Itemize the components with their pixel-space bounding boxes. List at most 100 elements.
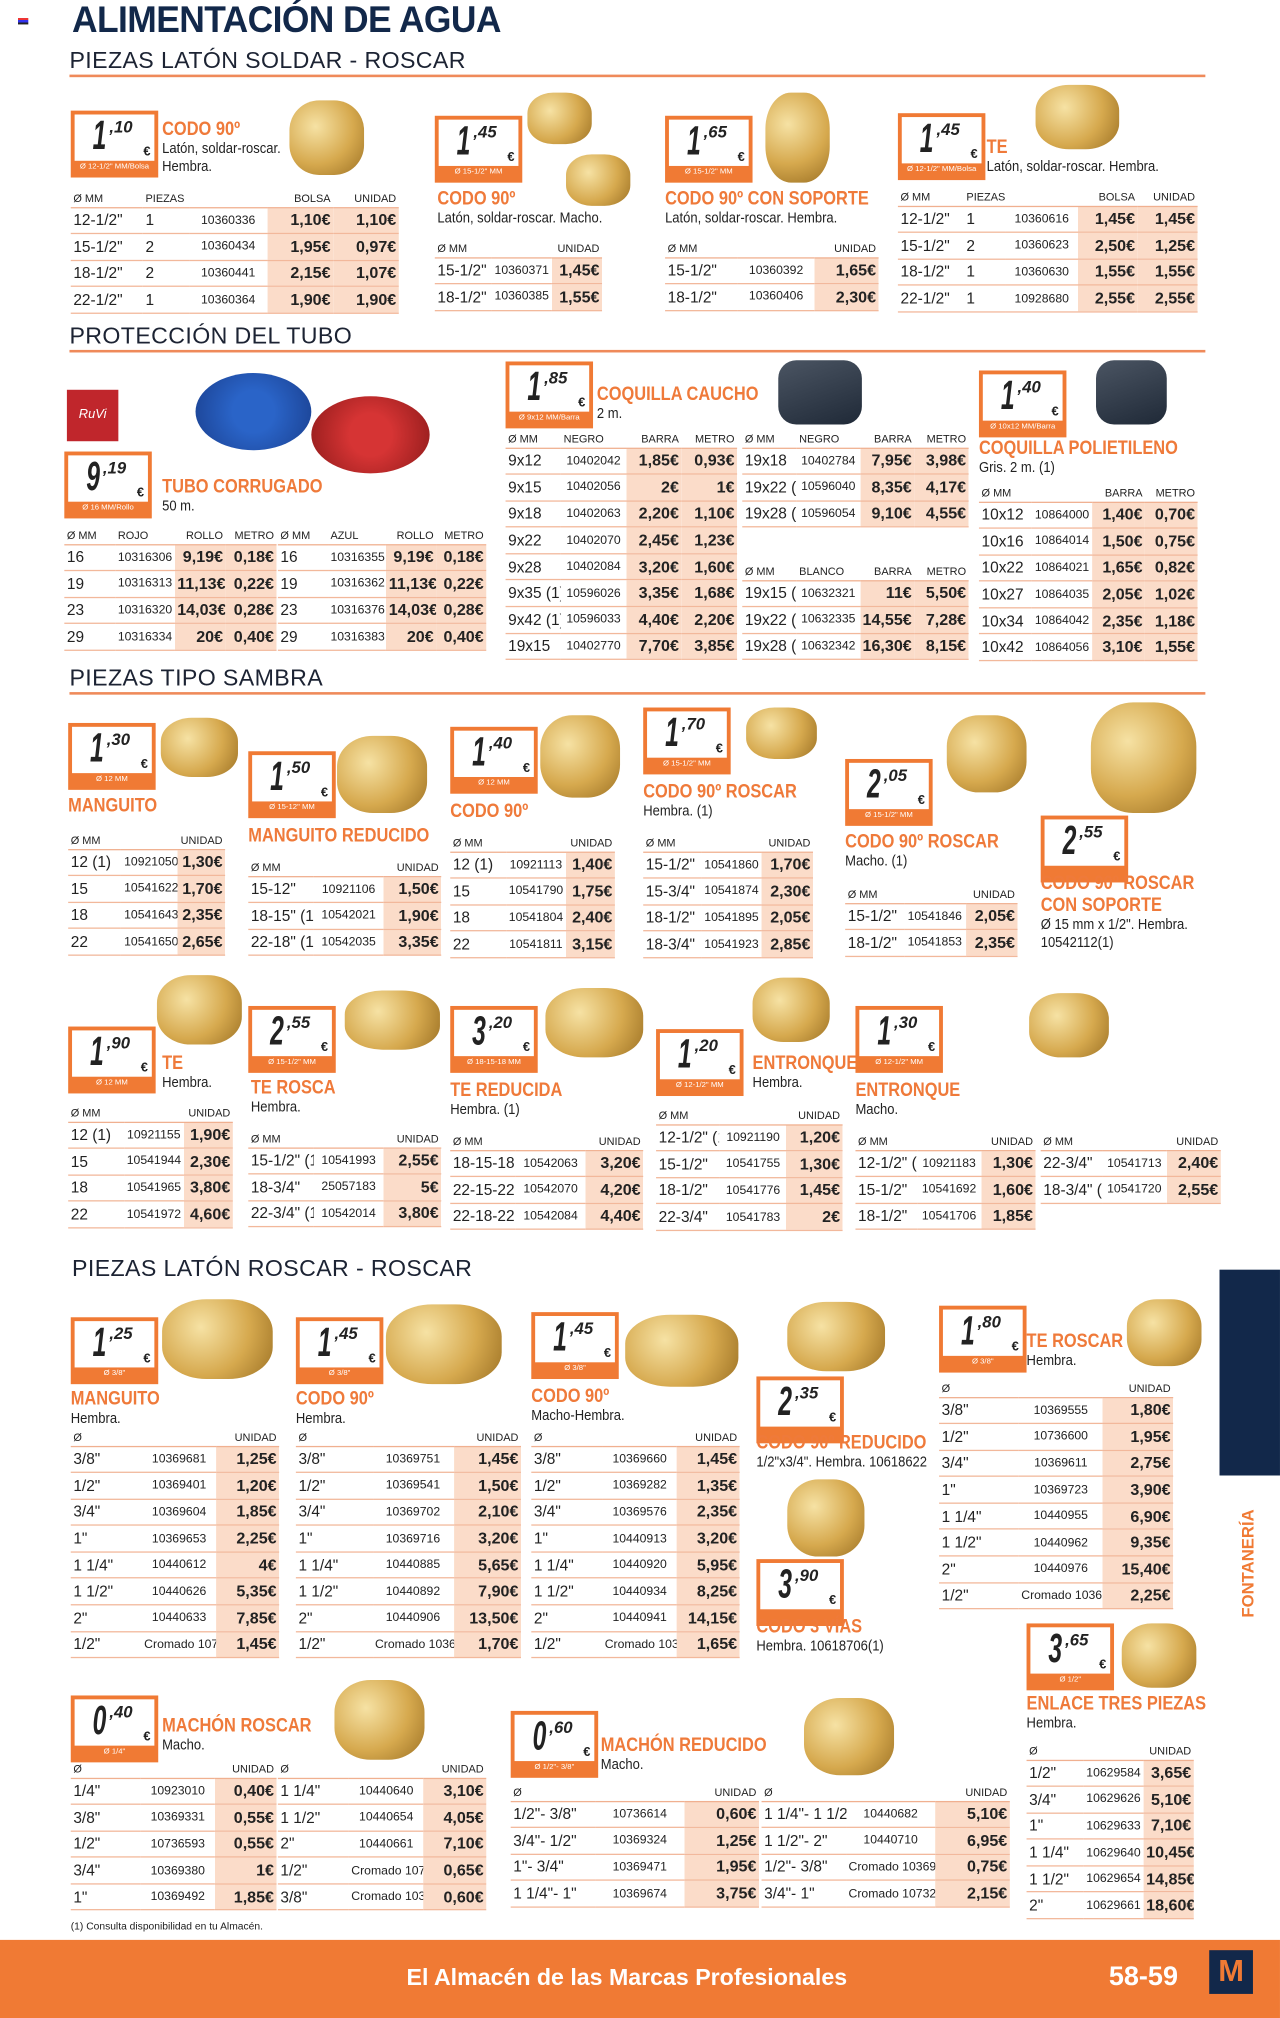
price-tag: 1,20 € Ø 12-1/2" MM [656, 1029, 744, 1097]
column-header: Ø MM [68, 1103, 125, 1123]
price-tag-size: Ø 15-1/2" MM [454, 168, 503, 177]
product-code: 10921190 [719, 1124, 787, 1152]
table-row: 22-15-22 10542070 4,20€ [450, 1176, 644, 1204]
column-header: UNIDAD [935, 1782, 1010, 1802]
product-code: 10440920 [602, 1551, 678, 1580]
price-integer: 1 [960, 1306, 975, 1354]
price-table: Ø MM UNIDAD 12 (1) 10921113 1,40€ 15 10541790 1… [450, 833, 615, 959]
size-cell: 15 [68, 1148, 125, 1176]
price-decimal: ,30 [106, 729, 131, 749]
column-header: METRO [436, 526, 487, 545]
column-header: PIEZAS [963, 187, 1006, 207]
price-tag: 1,85 € Ø 9x12 MM/Barra [505, 361, 594, 429]
product-code: 10369723 [1018, 1476, 1103, 1504]
product-code: 10541783 [719, 1203, 787, 1231]
price-table: Ø UNIDAD 3/8" 10369555 1,80€ 1/2" 10736600 1,95… [939, 1379, 1174, 1610]
table-header: Ø MM UNIDAD [434, 239, 603, 258]
size-cell: 1 [963, 285, 1006, 313]
price-tag: 0,60 € Ø 1/2"- 3/8" [510, 1710, 599, 1778]
price-integer: 1 [317, 1318, 332, 1365]
price-cell: 5,10€ [1143, 1786, 1194, 1814]
product-code: 10360616 [1005, 205, 1078, 233]
price-integer: 2 [778, 1377, 793, 1425]
table-row: 1 1/4" 10440640 3,10€ [277, 1777, 487, 1805]
side-tab[interactable] [1219, 1269, 1280, 1476]
product-image [385, 1304, 502, 1385]
column-header [372, 1427, 454, 1447]
product-image-red-tube [311, 396, 430, 474]
price-cell: 5,10€ [935, 1800, 1010, 1829]
table-row: 1 1/2" 10440934 8,25€ [531, 1578, 740, 1606]
size-cell: 1" [70, 1883, 141, 1911]
price-cell: 1,60€ [981, 1176, 1036, 1204]
price-decimal: ,40 [488, 733, 513, 753]
price-tag-inner: 3,20 € [454, 1007, 534, 1057]
table-row: 22 10541650 2,65€ [68, 928, 226, 956]
price-cell: 20€ [386, 623, 437, 651]
price-tag-inner: 2,35 € [760, 1377, 841, 1427]
price-tag: 9,19 € Ø 16 MM/Rollo [64, 451, 152, 519]
price-tag-size: Ø 12-1/2" MM/Bolsa [907, 165, 977, 174]
size-cell: 3/8" [295, 1445, 373, 1474]
product-code: 10440976 [1018, 1555, 1103, 1584]
column-header [188, 189, 268, 208]
price-integer: 9 [86, 452, 100, 500]
column-header: Ø [510, 1782, 596, 1802]
product-code: Cromado 10369695 [372, 1631, 454, 1659]
product-code: 10316362 [327, 570, 387, 598]
price-decimal: ,55 [1079, 822, 1103, 842]
size-cell: 18-1/2" [656, 1177, 720, 1205]
price-tag-size: Ø 12 MM [478, 779, 510, 788]
product-description: 50 m. [162, 499, 195, 515]
size-cell: 15-1/2" [897, 232, 964, 260]
price-cell: 3,75€ [684, 1880, 759, 1908]
table-header: Ø UNIDAD [295, 1427, 521, 1447]
price-table: Ø MM PIEZAS BOLSA UNIDAD 12-1/2" 1 10360616 1,4… [897, 187, 1198, 313]
price-tag: 2,55 € Ø 15-1/2" MM [248, 1005, 336, 1073]
table-row: 23 10316376 14,03€ 0,28€ [277, 597, 487, 625]
price-integer: 1 [472, 728, 486, 775]
table-row: 18-1/2" 10541776 1,45€ [656, 1177, 843, 1205]
size-cell: 15 [450, 878, 507, 906]
product-image [746, 707, 817, 759]
euro-sign: € [143, 145, 151, 160]
size-cell: 9x42 (1) [505, 606, 562, 634]
euro-sign: € [715, 742, 723, 757]
column-header: UNIDAD [965, 885, 1018, 904]
product-title-line: MACHÓN REDUCIDO [600, 1734, 767, 1756]
product-title-line: ENTRONQUE [752, 1052, 858, 1075]
size-cell: 15-1/2" [845, 903, 904, 931]
table-row: 3/4" 10369604 1,85€ [70, 1498, 280, 1527]
price-cell: 1,20€ [786, 1124, 843, 1152]
table-row: 19 10316362 11,13€ 0,22€ [277, 570, 487, 598]
table-header: Ø MM UNIDAD [855, 1132, 1036, 1151]
euro-sign: € [578, 396, 586, 411]
price-cell: 4,40€ [625, 606, 682, 634]
price-cell: 13,50€ [453, 1604, 521, 1632]
product-code: 10440941 [602, 1604, 678, 1632]
price-table: Ø MM UNIDAD 15-1/2" 10360371 1,45€ 18-1/2" 103… [434, 239, 603, 311]
table-row: 22-3/4" 10541783 2€ [656, 1203, 843, 1231]
column-header: Ø [1026, 1741, 1084, 1761]
product-description: Latón, soldar-roscar. Macho. [437, 210, 603, 227]
price-tag-size: Ø 1/2"- 3/8" [534, 1763, 575, 1772]
price-cell: 7,95€ [859, 447, 915, 475]
product-title-line: MANGUITO REDUCIDO [248, 824, 430, 847]
table-header: Ø MM UNIDAD [643, 833, 814, 853]
size-cell: 2 [142, 233, 189, 261]
product-title: COQUILLA CAUCHO [597, 383, 759, 405]
size-cell: 1 1/2" [277, 1804, 349, 1832]
size-cell: 18-15" (1) [248, 902, 314, 930]
column-header: Ø MM [742, 429, 797, 449]
product-code: 10541755 [719, 1150, 787, 1178]
price-tag-inner: 1,40 € [454, 728, 534, 777]
price-tag-inner: 1,45 € [438, 117, 519, 166]
table-row: 2" 10440906 13,50€ [295, 1604, 521, 1632]
price-table: Ø MM ROJO ROLLO METRO 16 10316306 9,19€ 0,18€ 19… [64, 526, 277, 651]
price-tag: 1,30 € Ø 12 MM [68, 722, 156, 790]
price-cell: 1,02€ [1145, 581, 1198, 609]
price-cell: 11,13€ [386, 570, 437, 598]
column-header: Ø MM [450, 1132, 516, 1151]
